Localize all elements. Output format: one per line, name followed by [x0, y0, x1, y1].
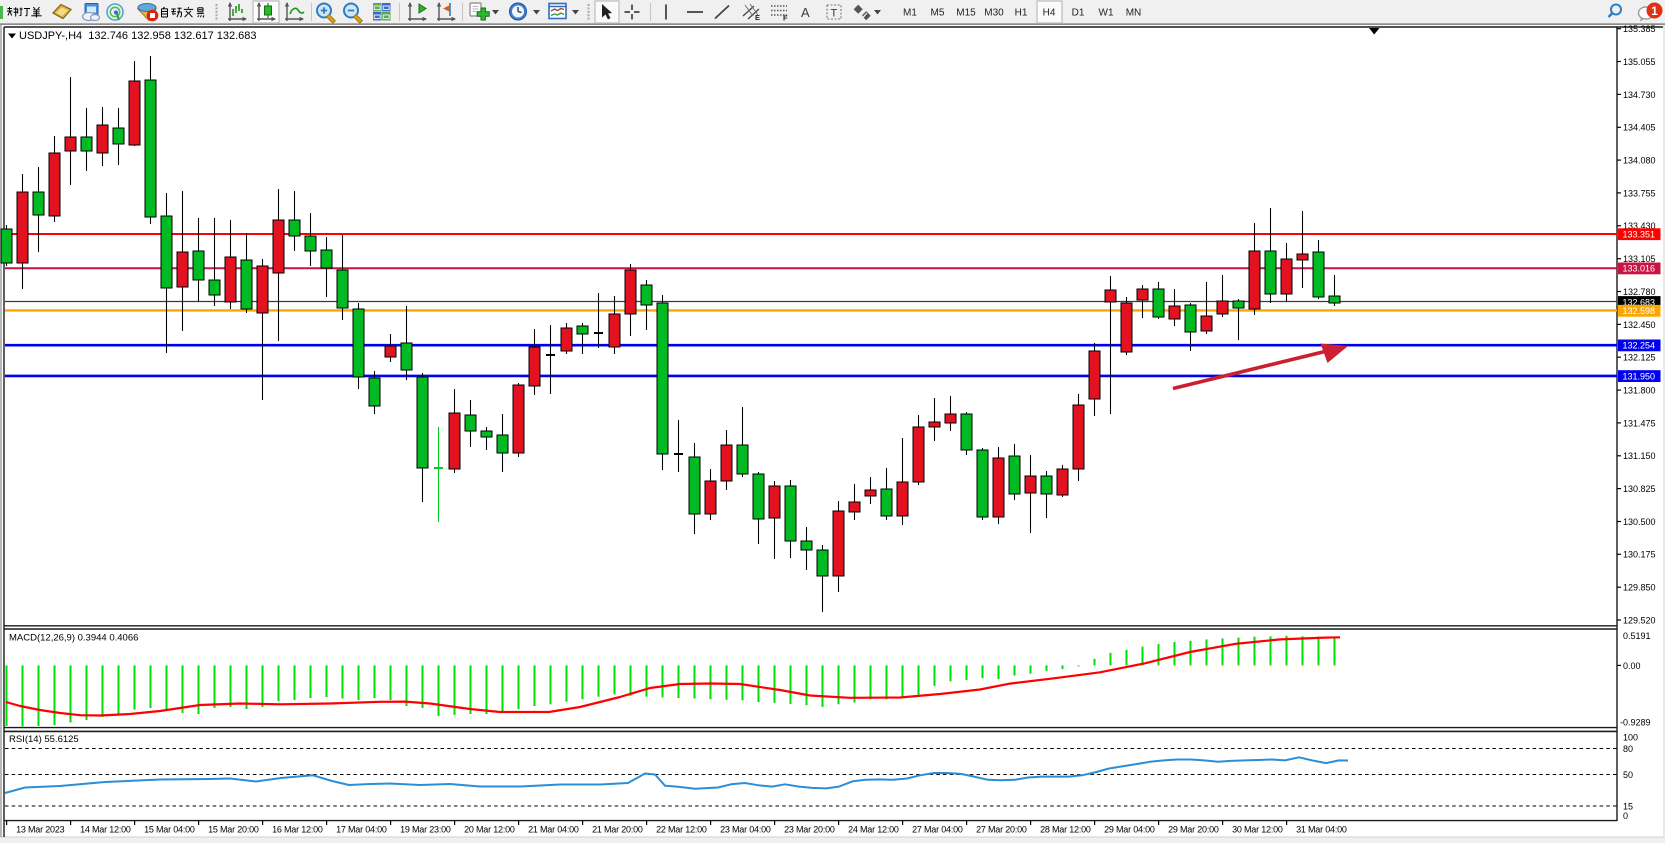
svg-text:29 Mar 04:00: 29 Mar 04:00 — [1104, 825, 1155, 835]
svg-text:131.800: 131.800 — [1623, 385, 1656, 395]
svg-text:131.950: 131.950 — [1623, 371, 1656, 381]
svg-text:135.055: 135.055 — [1623, 57, 1656, 67]
svg-text:129.850: 129.850 — [1623, 583, 1656, 593]
svg-text:15 Mar 20:00: 15 Mar 20:00 — [208, 825, 259, 835]
svg-text:USDJPY-,H4 132.746 132.958 13: USDJPY-,H4 132.746 132.958 132.617 132.6… — [19, 30, 257, 42]
svg-text:133.016: 133.016 — [1623, 264, 1656, 274]
svg-text:23 Mar 04:00: 23 Mar 04:00 — [720, 825, 771, 835]
svg-text:15 Mar 04:00: 15 Mar 04:00 — [144, 825, 195, 835]
svg-text:RSI(14) 55.6125: RSI(14) 55.6125 — [9, 734, 79, 745]
svg-text:29 Mar 20:00: 29 Mar 20:00 — [1168, 825, 1219, 835]
svg-text:22 Mar 12:00: 22 Mar 12:00 — [656, 825, 707, 835]
svg-text:M1: M1 — [903, 8, 917, 19]
svg-text:21 Mar 20:00: 21 Mar 20:00 — [592, 825, 643, 835]
svg-text:15: 15 — [1623, 802, 1633, 812]
svg-text:M30: M30 — [984, 8, 1004, 19]
svg-text:T: T — [831, 8, 838, 20]
svg-text:31 Mar 04:00: 31 Mar 04:00 — [1296, 825, 1347, 835]
svg-text:131.150: 131.150 — [1623, 451, 1656, 461]
svg-text:24 Mar 12:00: 24 Mar 12:00 — [848, 825, 899, 835]
svg-text:27 Mar 20:00: 27 Mar 20:00 — [976, 825, 1027, 835]
svg-text:0.5191: 0.5191 — [1623, 631, 1651, 641]
svg-text:M5: M5 — [931, 8, 945, 19]
svg-text:0.00: 0.00 — [1623, 661, 1641, 671]
svg-text:134.405: 134.405 — [1623, 123, 1656, 133]
svg-text:130.500: 130.500 — [1623, 517, 1656, 527]
svg-text:135.385: 135.385 — [1623, 24, 1656, 34]
svg-text:133.351: 133.351 — [1623, 230, 1656, 240]
svg-text:133.755: 133.755 — [1623, 188, 1656, 198]
svg-text:129.520: 129.520 — [1623, 615, 1656, 625]
svg-text:132.254: 132.254 — [1623, 341, 1656, 351]
svg-text:50: 50 — [1623, 770, 1633, 780]
svg-text:20 Mar 12:00: 20 Mar 12:00 — [464, 825, 515, 835]
svg-text:16 Mar 12:00: 16 Mar 12:00 — [272, 825, 323, 835]
svg-text:M15: M15 — [956, 8, 976, 19]
svg-text:132.125: 132.125 — [1623, 353, 1656, 363]
svg-text:E: E — [755, 13, 760, 22]
svg-text:100: 100 — [1623, 733, 1638, 743]
svg-text:132.450: 132.450 — [1623, 320, 1656, 330]
svg-text:130.175: 130.175 — [1623, 550, 1656, 560]
svg-text:133.105: 133.105 — [1623, 254, 1656, 264]
svg-text:132.780: 132.780 — [1623, 287, 1656, 297]
svg-text:H4: H4 — [1043, 8, 1056, 19]
svg-text:W1: W1 — [1099, 8, 1114, 19]
svg-text:A: A — [801, 5, 810, 20]
svg-text:80: 80 — [1623, 744, 1633, 754]
svg-text:19 Mar 23:00: 19 Mar 23:00 — [400, 825, 451, 835]
svg-text:130.825: 130.825 — [1623, 484, 1656, 494]
svg-text:1: 1 — [1651, 4, 1658, 18]
svg-text:17 Mar 04:00: 17 Mar 04:00 — [336, 825, 387, 835]
svg-text:F: F — [783, 14, 788, 23]
svg-text:134.730: 134.730 — [1623, 90, 1656, 100]
svg-text:30 Mar 12:00: 30 Mar 12:00 — [1232, 825, 1283, 835]
svg-text:13 Mar 2023: 13 Mar 2023 — [16, 825, 65, 835]
svg-text:134.080: 134.080 — [1623, 156, 1656, 166]
svg-text:23 Mar 20:00: 23 Mar 20:00 — [784, 825, 835, 835]
svg-text:28 Mar 12:00: 28 Mar 12:00 — [1040, 825, 1091, 835]
svg-text:-0.9289: -0.9289 — [1620, 718, 1651, 728]
svg-text:MN: MN — [1126, 8, 1142, 19]
svg-text:21 Mar 04:00: 21 Mar 04:00 — [528, 825, 579, 835]
svg-text:14 Mar 12:00: 14 Mar 12:00 — [80, 825, 131, 835]
svg-text:D1: D1 — [1072, 8, 1085, 19]
svg-text:131.475: 131.475 — [1623, 418, 1656, 428]
svg-text:MACD(12,26,9) 0.3944 0.4066: MACD(12,26,9) 0.3944 0.4066 — [9, 633, 138, 644]
svg-text:H1: H1 — [1015, 8, 1028, 19]
svg-text:0: 0 — [1623, 811, 1628, 821]
svg-text:27 Mar 04:00: 27 Mar 04:00 — [912, 825, 963, 835]
svg-text:132.598: 132.598 — [1623, 306, 1656, 316]
svg-text:133.430: 133.430 — [1623, 221, 1656, 231]
svg-text:132.683: 132.683 — [1623, 297, 1656, 307]
